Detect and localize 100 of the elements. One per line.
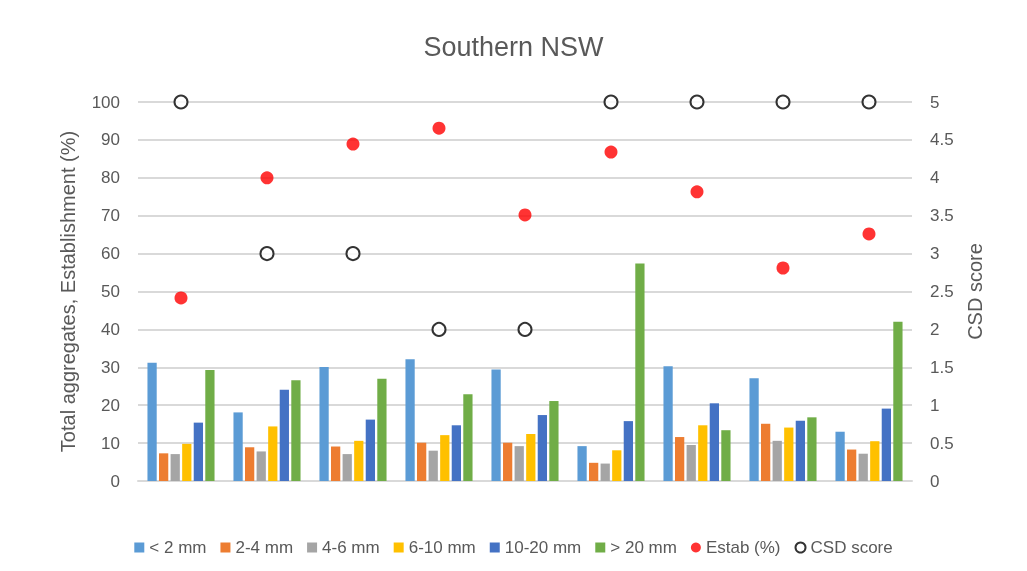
bar bbox=[772, 440, 782, 481]
bar bbox=[589, 462, 599, 481]
y2-tick-label: 4.5 bbox=[930, 130, 954, 150]
bar bbox=[847, 449, 857, 481]
bar bbox=[686, 445, 696, 481]
bar bbox=[549, 401, 559, 481]
point bbox=[346, 137, 360, 151]
bar bbox=[514, 446, 524, 481]
bar bbox=[881, 408, 891, 481]
bar bbox=[663, 366, 673, 481]
bar bbox=[451, 425, 461, 481]
bar bbox=[635, 263, 645, 481]
bar bbox=[159, 453, 169, 481]
bar bbox=[835, 431, 845, 481]
bar bbox=[245, 447, 255, 481]
y2-tick-label: 1 bbox=[930, 395, 940, 415]
bar bbox=[491, 369, 501, 481]
y2-tick-label: 0 bbox=[930, 471, 940, 491]
bar bbox=[205, 369, 215, 481]
bar bbox=[268, 426, 278, 481]
y-axis-title: Total aggregates, Establishment (%) bbox=[57, 130, 79, 453]
y-tick-label: 30 bbox=[101, 357, 120, 377]
y-tick-label: 40 bbox=[101, 319, 120, 339]
bar bbox=[784, 427, 794, 481]
legend-label: CSD score bbox=[810, 538, 893, 557]
legend-label: 10-20 mm bbox=[504, 538, 582, 557]
y2-tick-label: 1.5 bbox=[930, 357, 954, 377]
point bbox=[861, 94, 877, 110]
bar bbox=[858, 453, 868, 481]
point bbox=[431, 321, 447, 337]
bar bbox=[749, 378, 759, 481]
point bbox=[604, 145, 618, 159]
bar bbox=[377, 378, 387, 481]
bar bbox=[893, 321, 903, 481]
chart-title: Southern NSW bbox=[423, 31, 605, 62]
point bbox=[518, 208, 532, 222]
bar bbox=[761, 423, 771, 481]
bar bbox=[675, 437, 685, 481]
legend-label: Estab (%) bbox=[705, 538, 781, 557]
bar bbox=[795, 420, 805, 481]
bar bbox=[721, 430, 731, 481]
bar bbox=[463, 394, 473, 481]
bar bbox=[193, 422, 203, 481]
bar bbox=[526, 434, 536, 481]
point bbox=[517, 321, 533, 337]
point bbox=[776, 261, 790, 275]
bar bbox=[147, 362, 157, 481]
point bbox=[260, 171, 274, 185]
point bbox=[603, 94, 619, 110]
y2-tick-label: 5 bbox=[930, 92, 940, 112]
y-tick-label: 70 bbox=[101, 206, 120, 226]
y-tick-label: 80 bbox=[101, 168, 120, 188]
y2-tick-label: 2.5 bbox=[930, 282, 954, 301]
legend-label: < 2 mm bbox=[149, 538, 207, 557]
point bbox=[259, 246, 275, 262]
bar bbox=[503, 442, 513, 481]
bar bbox=[342, 454, 352, 481]
legend-label: 6-10 mm bbox=[408, 538, 476, 557]
bar bbox=[233, 412, 243, 481]
bar bbox=[577, 446, 587, 481]
y2-axis-title: CSD score bbox=[963, 243, 986, 340]
bar bbox=[170, 454, 180, 481]
bar bbox=[709, 403, 719, 481]
bar bbox=[279, 389, 289, 481]
y-tick-label: 10 bbox=[101, 433, 120, 453]
y2-tick-label: 4 bbox=[930, 168, 940, 188]
bar bbox=[331, 446, 341, 481]
point bbox=[690, 185, 704, 199]
y-tick-label: 90 bbox=[101, 130, 120, 150]
point bbox=[775, 94, 791, 110]
y-tick-label: 0 bbox=[110, 471, 120, 491]
bar bbox=[537, 415, 547, 481]
legend-label: > 20 mm bbox=[610, 538, 677, 557]
y-tick-label: 50 bbox=[101, 282, 120, 301]
bar bbox=[405, 359, 415, 481]
bar bbox=[182, 443, 192, 481]
y-tick-label: 100 bbox=[91, 92, 120, 112]
y-tick-label: 20 bbox=[101, 395, 120, 415]
point bbox=[345, 246, 361, 262]
point bbox=[174, 291, 188, 305]
y-tick-label: 60 bbox=[101, 244, 120, 264]
point bbox=[432, 121, 446, 135]
bar bbox=[600, 463, 610, 481]
bar bbox=[291, 380, 301, 481]
bar bbox=[807, 417, 817, 481]
bar bbox=[440, 435, 450, 481]
bar bbox=[417, 442, 427, 481]
bar bbox=[698, 425, 708, 481]
y2-tick-label: 0.5 bbox=[930, 433, 954, 453]
bar bbox=[354, 440, 364, 481]
bar bbox=[428, 450, 438, 481]
bar bbox=[256, 451, 266, 481]
bar bbox=[319, 366, 329, 481]
bar bbox=[870, 441, 880, 481]
legend-label: 2-4 mm bbox=[235, 538, 294, 557]
y2-tick-label: 2 bbox=[930, 319, 940, 339]
legend-label: 4-6 mm bbox=[322, 538, 380, 557]
bar bbox=[365, 419, 375, 481]
point bbox=[689, 94, 705, 110]
point bbox=[862, 227, 876, 241]
